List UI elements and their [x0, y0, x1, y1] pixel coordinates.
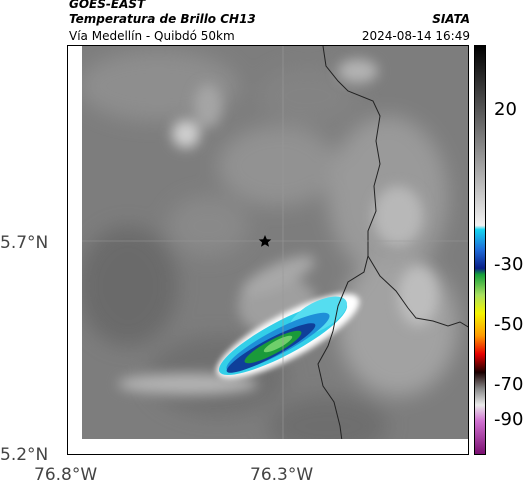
- lat-label-5-7: 5.7°N: [0, 233, 49, 253]
- map-canvas: [68, 46, 468, 454]
- datetime-label: 2024-08-14 16:49: [361, 29, 470, 43]
- colorbar-gradient: [475, 46, 485, 454]
- border-line: [317, 255, 369, 454]
- colorbar-tick-minus90: -90: [494, 409, 524, 430]
- lon-label-76-3: 76.3°W: [250, 465, 314, 485]
- colorbar-tick-minus30: -30: [494, 254, 524, 275]
- region-subtitle: Vía Medellín - Quibdó 50km: [69, 29, 235, 43]
- satellite-title: GOES-EAST: [69, 0, 146, 11]
- colorbar: [474, 45, 486, 455]
- lat-label-5-2: 5.2°N: [0, 445, 49, 465]
- bright-cloud-patches: [118, 59, 438, 395]
- lon-label-76-8: 76.8°W: [34, 465, 98, 485]
- border-line: [322, 46, 468, 328]
- product-title: Temperatura de Brillo CH13: [69, 12, 256, 26]
- station-star-icon: [258, 235, 272, 247]
- colorbar-tick-minus50: -50: [494, 314, 524, 335]
- colorbar-tick-minus70: -70: [494, 374, 524, 395]
- satellite-map: [67, 45, 469, 455]
- storm-cell: [216, 293, 360, 379]
- colorbar-tick-20: 20: [494, 99, 517, 120]
- agency-label: SIATA: [432, 12, 470, 26]
